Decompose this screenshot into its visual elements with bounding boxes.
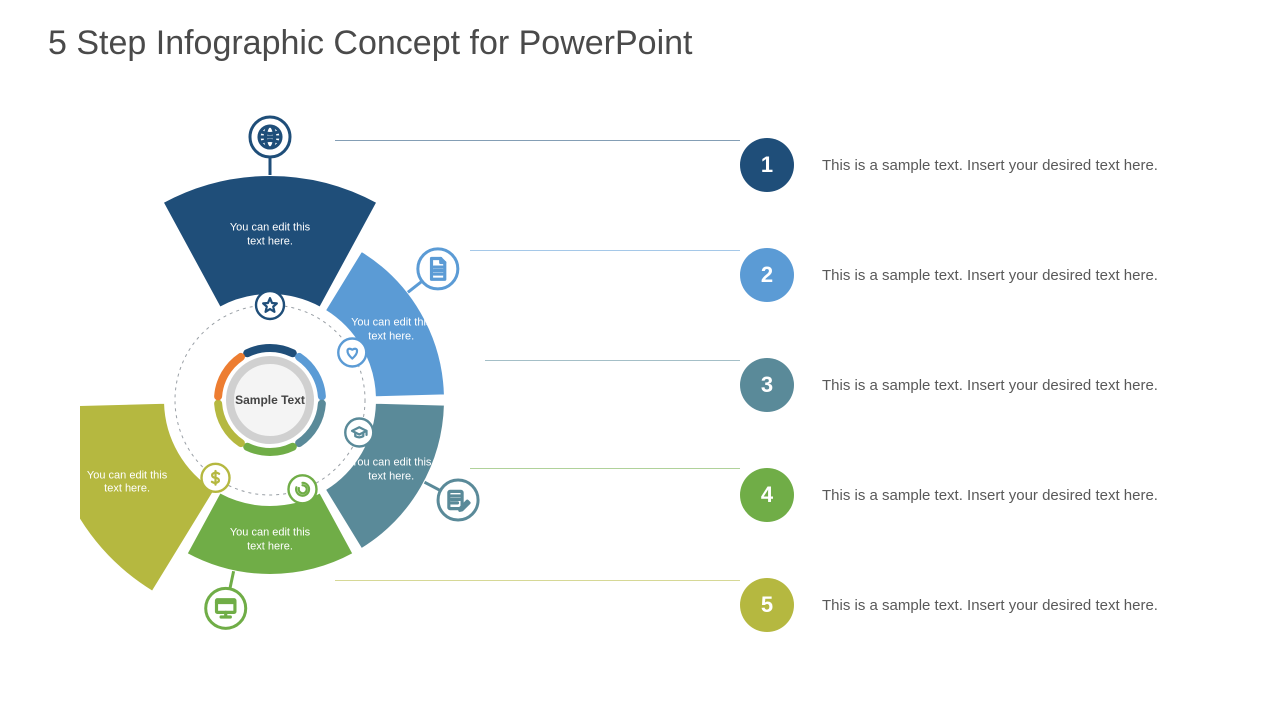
step-number-4: 4 (740, 468, 794, 522)
segment-label-1: You can edit this text here. (220, 221, 320, 249)
segment-label-2: You can edit this text here. (341, 316, 441, 344)
segment-label-5: You can edit this text here. (77, 469, 177, 497)
connector-line-2 (470, 250, 740, 251)
radial-diagram: You can edit this text here. You can edit… (80, 90, 560, 690)
dollar-icon-glyph (212, 471, 219, 485)
legend-row-3: 3 This is a sample text. Insert your desi… (740, 330, 1220, 440)
connector-line-5 (335, 580, 740, 581)
center-text: Sample Text (235, 393, 305, 407)
segment-label-3: You can edit this text here. (341, 456, 441, 484)
step-desc-3: This is a sample text. Insert your desir… (822, 375, 1158, 396)
legend-row-1: 1 This is a sample text. Insert your desi… (740, 110, 1220, 220)
connector-line-3 (485, 360, 740, 361)
step-number-5: 5 (740, 578, 794, 632)
spin-icon (288, 475, 316, 503)
slide-title: 5 Step Infographic Concept for PowerPoin… (48, 24, 693, 63)
step-number-2: 2 (740, 248, 794, 302)
step-desc-1: This is a sample text. Insert your desir… (822, 155, 1158, 176)
connector-line-4 (470, 468, 740, 469)
segment-5 (80, 403, 215, 592)
step-number-1: 1 (740, 138, 794, 192)
legend-row-2: 2 This is a sample text. Insert your desi… (740, 220, 1220, 330)
star-icon (256, 291, 284, 319)
step-number-3: 3 (740, 358, 794, 412)
step-desc-5: This is a sample text. Insert your desir… (822, 595, 1158, 616)
legend-list: 1 This is a sample text. Insert your desi… (740, 110, 1220, 660)
inner-arc (247, 348, 293, 353)
inner-arc (247, 447, 293, 452)
doc-icon (418, 249, 458, 289)
grad-icon (345, 418, 373, 446)
connector-line-1 (335, 140, 740, 141)
segment-label-4: You can edit this text here. (220, 526, 320, 554)
step-desc-2: This is a sample text. Insert your desir… (822, 265, 1158, 286)
legend-row-4: 4 This is a sample text. Insert your desi… (740, 440, 1220, 550)
screen-icon (206, 588, 246, 628)
step-desc-4: This is a sample text. Insert your desir… (822, 485, 1158, 506)
legend-row-5: 5 This is a sample text. Insert your desi… (740, 550, 1220, 660)
